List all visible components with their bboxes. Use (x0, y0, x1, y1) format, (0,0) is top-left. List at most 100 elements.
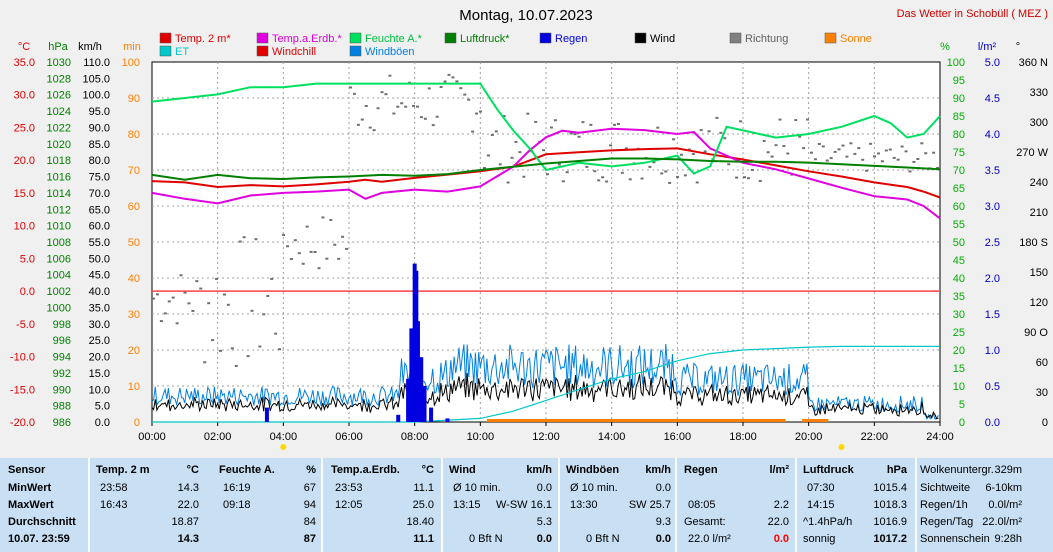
min-value: 11.1 (413, 482, 434, 494)
direction-mark (337, 257, 341, 260)
legend-label: Richtung (745, 33, 788, 45)
direction-mark (683, 174, 687, 177)
direction-mark (155, 293, 159, 296)
direction-mark (345, 247, 349, 250)
y-tick-label-right: 3.5 (985, 165, 1000, 177)
total-value: 22.0 (767, 516, 789, 528)
y-tick-label-left: 80 (128, 129, 140, 141)
direction-mark (396, 105, 400, 108)
direction-mark (565, 171, 569, 174)
y-tick-label-left: 90.0 (89, 122, 110, 134)
direction-mark (482, 166, 486, 169)
axis-unit-right: l/m² (978, 41, 997, 53)
y-tick-label-left: 85.0 (89, 139, 110, 151)
column-header: Windböen (566, 464, 620, 476)
y-tick-label-left: 55.0 (89, 237, 110, 249)
direction-mark (837, 148, 841, 151)
x-tick-label: 18:00 (729, 431, 757, 443)
average-value: 18.40 (406, 516, 434, 528)
direction-mark (549, 126, 553, 129)
direction-mark (479, 110, 483, 113)
info-value: 0.0l/m² (988, 499, 1022, 511)
direction-mark (679, 153, 683, 156)
direction-mark (455, 80, 459, 83)
direction-mark (849, 142, 853, 145)
y-tick-label-right: 0.0 (985, 417, 1000, 429)
direction-mark (802, 147, 806, 150)
y-tick-label-right: 30 (1036, 387, 1048, 399)
direction-mark (605, 180, 609, 183)
direction-mark (526, 112, 530, 115)
y-tick-label-right: 70 (953, 165, 965, 177)
min-time: 07:30 (807, 482, 835, 494)
info-value: 22.0l/m² (982, 516, 1022, 528)
wind-line (151, 372, 939, 420)
legend-label: Sonne (840, 33, 872, 45)
direction-mark (770, 155, 774, 158)
direction-mark (270, 277, 274, 280)
direction-mark (585, 165, 589, 168)
direction-mark (329, 218, 333, 221)
direction-mark (278, 348, 282, 351)
rain-bar (429, 407, 434, 422)
column-divider (675, 458, 677, 552)
y-tick-label-right: 5 (959, 399, 965, 411)
direction-mark (916, 157, 920, 160)
y-tick-label-right: 35 (953, 291, 965, 303)
direction-mark (309, 250, 313, 253)
column-unit: km/h (645, 464, 671, 476)
direction-mark (301, 262, 305, 265)
legend-label: Regen (555, 33, 587, 45)
min-time: 23:58 (100, 482, 128, 494)
direction-mark (936, 166, 940, 169)
y-tick-label-right: 0 (959, 417, 965, 429)
direction-mark (715, 116, 719, 119)
y-tick-label-right: 5.0 (985, 57, 1000, 69)
direction-mark (207, 302, 211, 305)
y-tick-label-left: 110.0 (83, 57, 110, 69)
info-label: Sichtweite (920, 482, 971, 494)
direction-mark (459, 87, 463, 90)
y-tick-label-right: 240 (1030, 177, 1048, 189)
y-tick-label-left: 75.0 (89, 172, 110, 184)
y-tick-label-left: 1014 (47, 188, 71, 200)
rain-bar (422, 386, 427, 422)
x-tick-label: 10:00 (467, 431, 495, 443)
column-header: Wind (449, 464, 476, 476)
direction-mark (285, 245, 289, 248)
y-tick-label-right: 80 (953, 129, 965, 141)
y-tick-label-left: 50.0 (89, 253, 110, 265)
y-tick-label-right: 30 (953, 309, 965, 321)
direction-mark (624, 147, 628, 150)
direction-mark (400, 102, 404, 105)
station-label: Das Wetter in Schobüll ( MEZ ) (897, 8, 1048, 20)
y-tick-label-left: 5.0 (95, 401, 110, 413)
y-tick-label-right: 4.5 (985, 93, 1000, 105)
x-tick-label: 12:00 (532, 431, 560, 443)
direction-mark (392, 112, 396, 115)
y-tick-label-right: 20 (953, 345, 965, 357)
direction-mark (735, 176, 739, 179)
direction-mark (833, 150, 837, 153)
direction-mark (746, 177, 750, 180)
direction-mark (774, 144, 778, 147)
current-value: 11.1 (413, 533, 434, 545)
direction-mark (494, 130, 498, 133)
direction-mark (880, 160, 884, 163)
direction-mark (786, 152, 790, 155)
direction-mark (262, 313, 266, 316)
direction-mark (924, 152, 928, 155)
direction-mark (215, 277, 219, 280)
direction-mark (380, 91, 384, 94)
y-tick-label-left: 25.0 (89, 335, 110, 347)
min-value: 67 (303, 482, 316, 494)
direction-mark (372, 129, 376, 132)
direction-mark (597, 179, 601, 182)
y-tick-label-left: 1008 (47, 237, 71, 249)
legend-label: Temp.a.Erdb.* (272, 33, 342, 45)
direction-mark (589, 123, 593, 126)
y-tick-label-right: 360 N (1019, 57, 1048, 69)
y-tick-label-left: 1002 (47, 286, 71, 298)
info-value: 9:28h (994, 533, 1022, 545)
direction-mark (664, 170, 668, 173)
